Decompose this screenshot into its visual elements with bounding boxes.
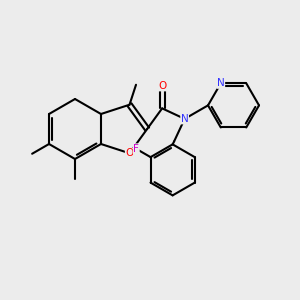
Text: O: O xyxy=(125,148,134,158)
Text: N: N xyxy=(217,78,225,88)
Text: O: O xyxy=(158,81,166,91)
Text: F: F xyxy=(133,144,139,154)
Text: N: N xyxy=(181,114,188,124)
